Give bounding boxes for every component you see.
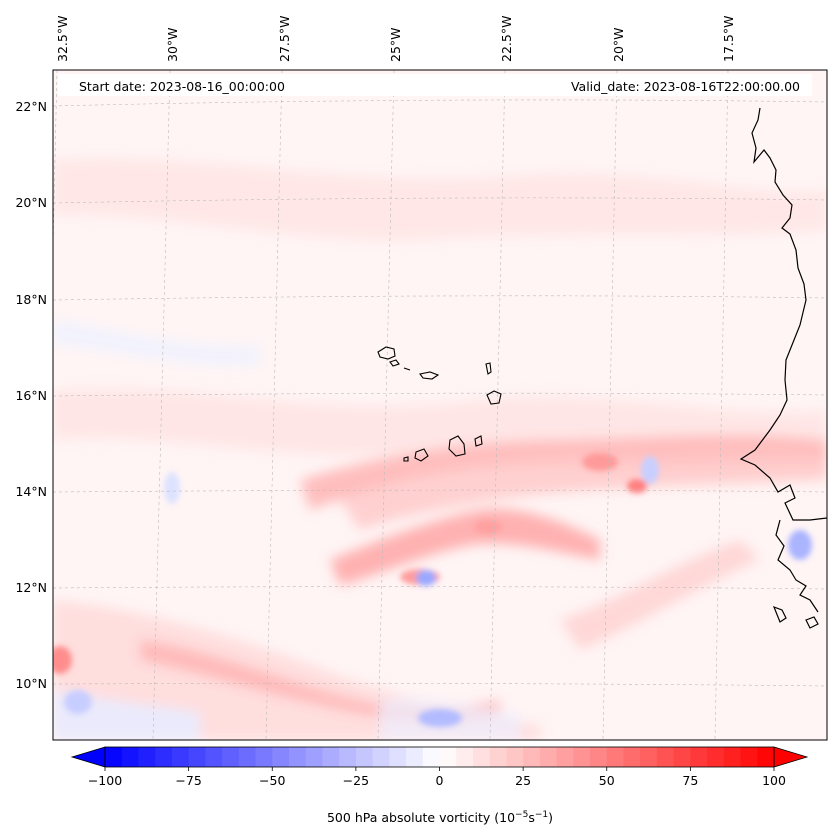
colorbar-segment — [573, 747, 591, 767]
colorbar-segment — [422, 747, 441, 767]
colorbar-segment — [238, 747, 257, 767]
colorbar-label-text: 500 hPa absolute vorticity (10 — [327, 810, 515, 825]
colorbar-segment — [556, 747, 574, 767]
colorbar-segment — [656, 747, 675, 767]
colorbar-segment — [623, 747, 641, 767]
colorbar-segment — [272, 747, 290, 767]
lat-label-16n: 16°N — [15, 388, 47, 403]
lat-label-22n: 22°N — [15, 99, 47, 114]
colorbar-segment — [355, 747, 374, 767]
colorbar-segment — [105, 747, 123, 767]
lat-label-10n: 10°N — [15, 676, 47, 691]
map-frame — [52, 69, 828, 741]
graticule — [53, 70, 827, 740]
colorbar-segment — [539, 747, 558, 767]
colorbar-segment — [389, 747, 407, 767]
colorbar-extend-min-arrow — [70, 746, 106, 768]
colorbar-segments — [105, 747, 775, 767]
colorbar-segment — [339, 747, 357, 767]
colorbar-segment — [222, 747, 240, 767]
colorbar-tick-label: −75 — [175, 773, 201, 788]
lon-label-22-5w: 22.5°W — [499, 16, 514, 62]
colorbar-segment — [590, 747, 608, 767]
lat-label-12n: 12°N — [15, 580, 47, 595]
colorbar: −100 −75 −50 −25 0 25 50 75 100 500 hPa absolute… — [70, 746, 809, 825]
colorbar-segment — [205, 747, 223, 767]
colorbar-segment — [406, 747, 424, 767]
header-strip — [58, 74, 812, 96]
colorbar-segment — [640, 747, 658, 767]
colorbar-segment — [305, 747, 324, 767]
colorbar-segment — [138, 747, 156, 767]
colorbar-segment — [288, 747, 307, 767]
colorbar-segment — [523, 747, 541, 767]
colorbar-tick-label: 50 — [599, 773, 615, 788]
colorbar-label-exp2: −1 — [535, 810, 548, 820]
colorbar-segment — [690, 747, 708, 767]
lon-label-17-5w: 17.5°W — [721, 16, 736, 62]
colorbar-tick-label: −25 — [343, 773, 369, 788]
valid-date-label: Valid_date: 2023-08-16T22:00:00.00 — [571, 79, 800, 94]
colorbar-tick-label: 75 — [682, 773, 698, 788]
colorbar-tick-label: 100 — [762, 773, 786, 788]
colorbar-segment — [439, 747, 457, 767]
colorbar-segment — [723, 747, 742, 767]
colorbar-segment — [372, 747, 390, 767]
colorbar-extend-max-arrow — [773, 746, 809, 768]
colorbar-segment — [121, 747, 140, 767]
colorbar-segment — [171, 747, 190, 767]
start-date-label: Start date: 2023-08-16_00:00:00 — [79, 79, 285, 94]
cape-verde-islands — [377, 346, 502, 462]
latitude-axis: 22°N 20°N 18°N 16°N 14°N 12°N 10°N — [15, 99, 47, 691]
colorbar-label-close: ) — [548, 810, 553, 825]
colorbar-segment — [456, 747, 474, 767]
lat-label-14n: 14°N — [15, 484, 47, 499]
lon-label-25w: 25°W — [388, 27, 403, 62]
colorbar-label-exp1: −5 — [515, 810, 528, 820]
lat-label-20n: 20°N — [15, 195, 47, 210]
colorbar-segment — [506, 747, 524, 767]
lon-label-20w: 20°W — [611, 27, 626, 62]
colorbar-label-mid: s — [528, 810, 535, 825]
colorbar-segment — [155, 747, 173, 767]
colorbar-tick-label: −50 — [259, 773, 285, 788]
colorbar-segment — [472, 747, 491, 767]
colorbar-tick-label: 25 — [515, 773, 531, 788]
colorbar-segment — [707, 747, 725, 767]
vorticity-hotspots — [53, 453, 812, 727]
vorticity-field — [53, 158, 827, 740]
colorbar-label: 500 hPa absolute vorticity (10−5s−1) — [327, 810, 553, 825]
west-africa-coastline — [739, 107, 827, 629]
lon-label-27-5w: 27.5°W — [277, 16, 292, 62]
colorbar-segment — [188, 747, 206, 767]
colorbar-tick-label: 0 — [436, 773, 444, 788]
map-panel — [53, 70, 827, 740]
colorbar-segment — [757, 747, 775, 767]
lon-label-32-5w: 32.5°W — [55, 16, 70, 62]
lat-label-18n: 18°N — [15, 292, 47, 307]
colorbar-segment — [606, 747, 625, 767]
colorbar-segment — [322, 747, 340, 767]
colorbar-segment — [255, 747, 273, 767]
colorbar-segment — [673, 747, 691, 767]
lon-label-30w: 30°W — [165, 27, 180, 62]
colorbar-segment — [740, 747, 758, 767]
colorbar-ticks: −100 −75 −50 −25 0 25 50 75 100 — [88, 767, 786, 788]
colorbar-tick-label: −100 — [88, 773, 122, 788]
longitude-axis: 32.5°W 30°W 27.5°W 25°W 22.5°W 20°W 17.5… — [55, 16, 736, 62]
colorbar-segment — [489, 747, 508, 767]
